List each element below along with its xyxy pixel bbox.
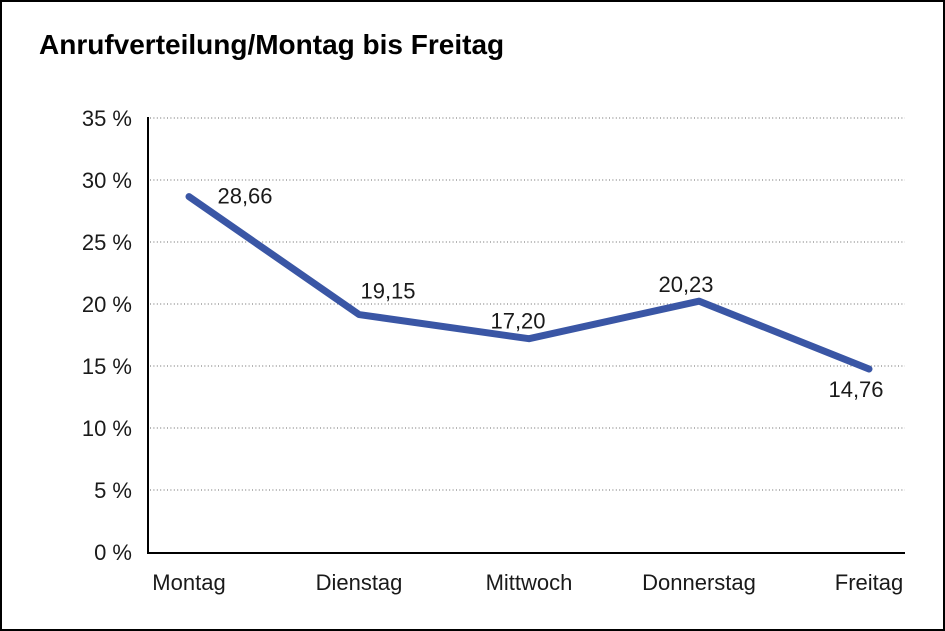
y-axis-label: 20 %: [82, 292, 132, 317]
y-axis-label: 5 %: [94, 478, 132, 503]
data-point-label: 17,20: [490, 309, 545, 334]
x-axis-label: Montag: [152, 570, 225, 595]
data-point-label: 19,15: [360, 279, 415, 304]
chart-title: Anrufverteilung/Montag bis Freitag: [39, 29, 505, 60]
y-axis-label: 25 %: [82, 230, 132, 255]
y-axis-label: 15 %: [82, 354, 132, 379]
x-axis-label: Mittwoch: [486, 570, 573, 595]
data-point-label: 28,66: [217, 184, 272, 209]
y-axis-label: 35 %: [82, 106, 132, 131]
data-point-label: 14,76: [828, 377, 883, 402]
data-point-label: 20,23: [658, 272, 713, 297]
y-axis-label: 30 %: [82, 168, 132, 193]
data-line: [185, 193, 873, 373]
x-axis-label: Donnerstag: [642, 570, 756, 595]
x-axis-label: Freitag: [835, 570, 903, 595]
y-axis-label: 10 %: [82, 416, 132, 441]
x-axis-label: Dienstag: [316, 570, 403, 595]
y-axis-label: 0 %: [94, 540, 132, 565]
